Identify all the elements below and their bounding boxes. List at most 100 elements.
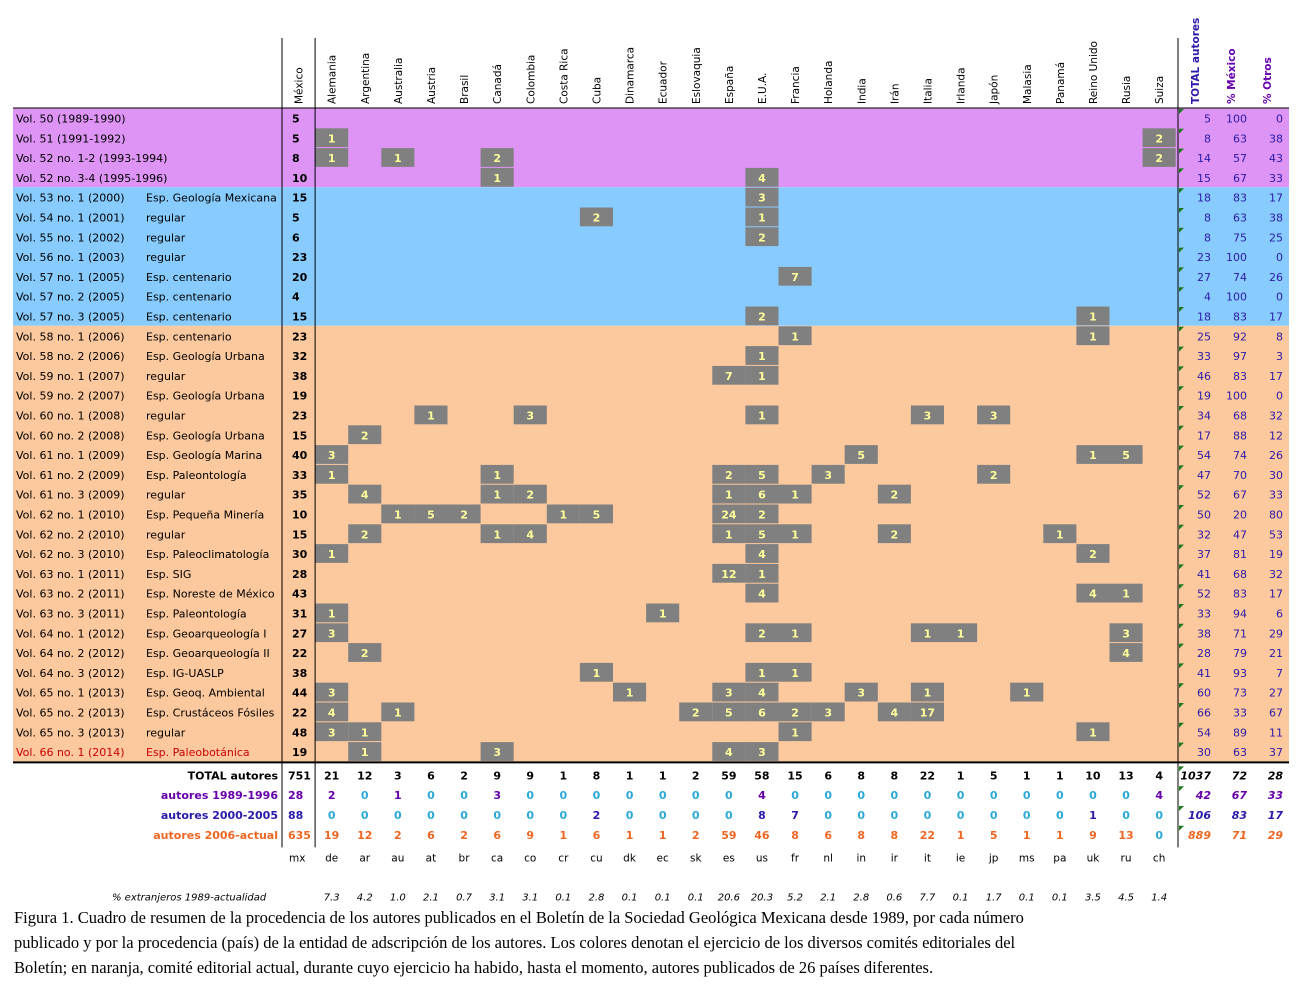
summary-value: 27 (1197, 271, 1211, 284)
count-cell-us (745, 623, 779, 643)
count-value-cr: 1 (560, 509, 568, 522)
count-value-ca: 1 (493, 469, 501, 482)
note-marker (1179, 168, 1184, 174)
count-cell-de (315, 445, 349, 464)
volume-label: Vol. 61 no. 2 (2009) (16, 469, 125, 482)
totals-value-pa: 0 (1056, 789, 1064, 802)
summary-value: 0 (1276, 251, 1283, 264)
country-code: de (325, 853, 338, 865)
volume-label: Vol. 54 no. 1 (2001) (16, 212, 125, 225)
summary-header: TOTAL autores (1190, 18, 1202, 104)
count-cell-at (414, 504, 448, 524)
summary-value: 46 (1197, 370, 1211, 383)
count-value-cu: 1 (593, 667, 601, 680)
country-header: Argentina (360, 53, 372, 104)
note-marker (1179, 406, 1184, 411)
issue-type: Esp. IG-UASLP (146, 667, 224, 680)
period-band-1989-1996 (13, 108, 1289, 188)
totals-value-cu: 2 (593, 809, 601, 822)
summary-value: 15 (1197, 172, 1211, 185)
count-value-ru: 3 (1122, 627, 1130, 640)
mexico-count: 10 (292, 172, 308, 185)
note-marker (1179, 366, 1184, 372)
summary-value: 0 (1276, 390, 1283, 403)
summary-value: 29 (1269, 627, 1283, 640)
country-header: Rusia (1121, 76, 1133, 104)
country-code: us (756, 853, 768, 865)
count-value-us: 3 (758, 192, 766, 205)
totals-value-ir: 8 (891, 829, 899, 842)
totals-value-ec: 1 (659, 769, 667, 782)
count-cell-de (315, 464, 349, 484)
count-cell-es (712, 702, 746, 722)
summary-value: 52 (1197, 489, 1211, 502)
totals-value-ca: 0 (493, 809, 501, 822)
count-value-es: 1 (725, 489, 733, 502)
note-marker (1179, 766, 1184, 772)
count-cell-ca (480, 484, 514, 504)
count-cell-ir (877, 702, 911, 722)
totals-value-ie: 1 (957, 829, 965, 842)
country-header: Costa Rica (558, 48, 570, 104)
country-header: Francia (790, 66, 802, 104)
summary-value: 70 (1233, 469, 1247, 482)
issue-type: Esp. Crustáceos Fósiles (146, 707, 275, 720)
summary-value: 80 (1269, 509, 1283, 522)
count-value-ms: 1 (1023, 687, 1031, 700)
count-value-es: 2 (725, 469, 733, 482)
totals-value-ar: 12 (357, 829, 372, 842)
country-code: pa (1053, 853, 1066, 865)
summary-value: 30 (1197, 746, 1211, 759)
country-code: au (391, 853, 404, 865)
count-value-fr: 1 (791, 489, 799, 502)
issue-type: regular (146, 212, 186, 225)
summary-value: 81 (1233, 548, 1247, 561)
count-cell-es (712, 464, 746, 484)
count-value-fr: 1 (791, 627, 799, 640)
mexico-count: 44 (292, 687, 308, 700)
totals-summary-value: 1037 (1180, 769, 1211, 782)
summary-value: 47 (1197, 469, 1211, 482)
mexico-count: 19 (292, 390, 307, 403)
totals-summary-value: 33 (1268, 789, 1284, 802)
count-value-es: 7 (725, 370, 733, 383)
count-value-cu: 5 (593, 509, 601, 522)
totals-value-it: 22 (920, 829, 935, 842)
count-cell-ar (348, 524, 382, 544)
summary-value: 4 (1204, 291, 1211, 304)
issue-type: Esp. Paleobotánica (146, 746, 250, 759)
volume-label: Vol. 58 no. 1 (2006) (16, 330, 125, 343)
count-cell-es (712, 484, 746, 504)
count-value-de: 1 (328, 469, 336, 482)
country-header: Brasil (459, 75, 471, 104)
count-value-uk: 1 (1089, 726, 1097, 739)
summary-value: 83 (1233, 370, 1247, 383)
foreign-pct-value: 0.1 (953, 893, 969, 904)
count-value-cu: 2 (593, 212, 601, 225)
summary-value: 83 (1233, 311, 1247, 324)
totals-value-ir: 0 (891, 789, 899, 802)
count-value-es: 12 (721, 568, 736, 581)
summary-value: 8 (1204, 132, 1211, 145)
country-code: ar (359, 853, 370, 865)
summary-value: 14 (1197, 152, 1211, 165)
mexico-count: 23 (292, 251, 307, 264)
count-value-ca: 1 (493, 172, 501, 185)
summary-value: 38 (1269, 132, 1283, 145)
summary-value: 20 (1233, 509, 1247, 522)
summary-value: 38 (1197, 627, 1211, 640)
note-marker (1179, 227, 1184, 233)
volume-label: Vol. 64 no. 3 (2012) (16, 667, 125, 680)
count-value-de: 1 (328, 608, 336, 621)
count-cell-cu (579, 662, 613, 682)
note-marker (1179, 287, 1184, 293)
count-value-sk: 2 (692, 707, 700, 720)
count-cell-jp (977, 405, 1011, 425)
summary-header: % México (1226, 48, 1238, 104)
foreign-pct-value: 4.2 (357, 893, 373, 904)
count-value-ru: 1 (1122, 588, 1130, 601)
note-marker (1179, 485, 1184, 491)
country-code: cu (590, 853, 602, 865)
count-value-ru: 5 (1122, 449, 1130, 462)
foreign-pct-value: 0.1 (555, 893, 571, 904)
